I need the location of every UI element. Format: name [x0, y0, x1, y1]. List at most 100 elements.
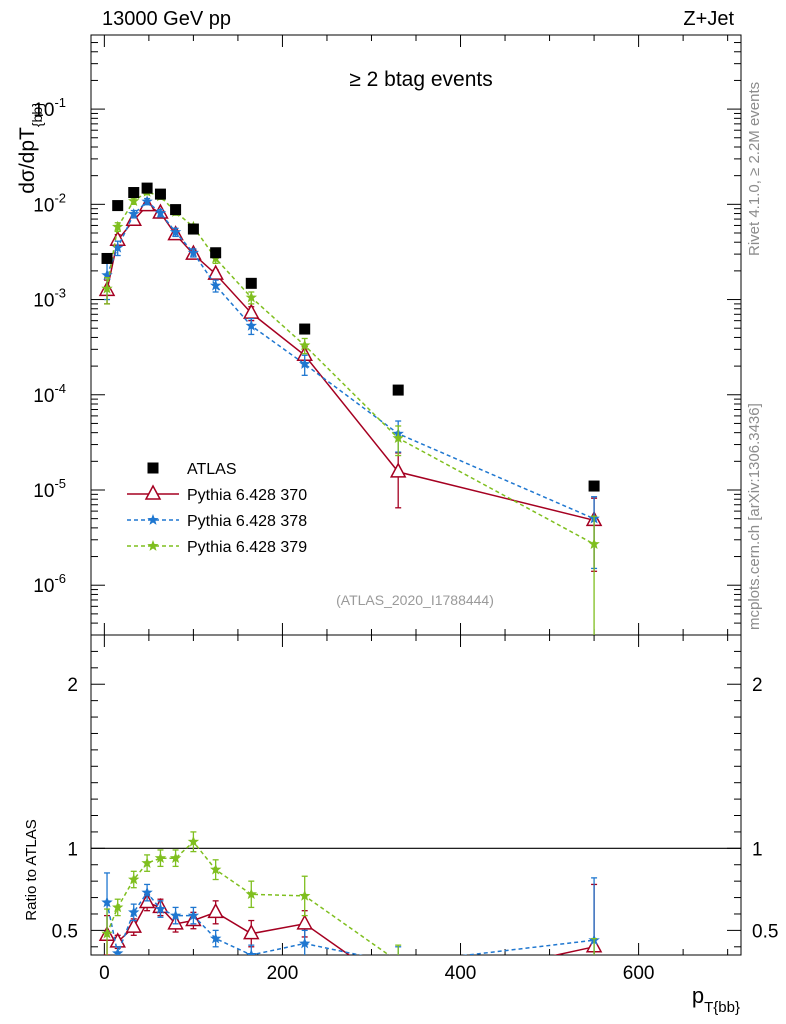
- data-point-pythia-6-428-379: [245, 291, 257, 303]
- ratio-tick-label: 0.5: [52, 921, 78, 942]
- y-tick-label: 10-4: [33, 381, 66, 407]
- ratio-point-pythia-6-428-370: [243, 924, 260, 940]
- data-point-pythia-6-428-378: [210, 279, 222, 291]
- data-point-pythia-6-428-379: [299, 339, 311, 351]
- ratio-line-pythia-6-428-379: [106, 840, 391, 955]
- ratio-tick-label-right: 2: [752, 675, 763, 696]
- data-point-pythia-6-428-379: [392, 432, 404, 443]
- ratio-tick-label: 2: [67, 675, 78, 696]
- ratio-point-pythia-6-428-379: [393, 956, 404, 967]
- ratio-line-pythia-6-428-378: [106, 891, 595, 955]
- data-point-atlas: [141, 182, 153, 194]
- ratio-point-pythia-6-428-379: [245, 888, 257, 900]
- axis-ticks: [91, 35, 741, 955]
- ratio-point-pythia-6-428-379: [112, 901, 124, 913]
- data-point-atlas: [154, 188, 166, 200]
- analysis-tag: (ATLAS_2020_I1788444): [336, 592, 494, 608]
- data-point-pythia-6-428-379: [101, 282, 113, 294]
- ratio-point-pythia-6-428-379: [154, 852, 167, 863]
- data-point-pythia-6-428-378: [112, 241, 124, 253]
- data-point-atlas: [187, 223, 199, 235]
- ratio-point-pythia-6-428-378: [299, 937, 311, 949]
- legend-marker-atlas: [147, 462, 159, 474]
- ratio-point-pythia-6-428-378: [245, 949, 257, 955]
- ratio-point-pythia-6-428-370: [391, 981, 405, 994]
- legend-marker-pythia-6-428-379: [147, 540, 159, 551]
- energy-label: 13000 GeV pp: [102, 8, 231, 30]
- series-line-pythia-6-428-379: [106, 191, 595, 545]
- ratio-tick-label-right: 1: [752, 839, 763, 860]
- ratio-point-pythia-6-428-379: [588, 965, 599, 976]
- ratio-point-pythia-6-428-379: [101, 927, 113, 939]
- ratio-point-pythia-6-428-378: [187, 909, 200, 921]
- process-label: Z+Jet: [683, 8, 734, 30]
- legend-label-pythia-6-428-379: Pythia 6.428 379: [187, 539, 307, 556]
- x-tick-label: 600: [623, 963, 655, 984]
- ratio-point-pythia-6-428-378: [128, 906, 140, 918]
- data-point-pythia-6-428-378: [169, 226, 182, 237]
- legend-marker-pythia-6-428-370: [144, 484, 162, 500]
- ratio-point-pythia-6-428-378: [112, 947, 124, 955]
- data-point-pythia-6-428-378: [101, 269, 113, 281]
- data-point-pythia-6-428-379: [112, 220, 124, 232]
- rivet-version-label: Rivet 4.1.0, ≥ 2.2M events: [746, 81, 763, 256]
- ratio-point-pythia-6-428-379: [128, 873, 140, 885]
- data-point-atlas: [210, 247, 222, 259]
- data-point-atlas: [101, 252, 113, 264]
- chart-title: ≥ 2 btag events: [349, 68, 492, 91]
- data-point-atlas: [112, 200, 124, 212]
- data-point-atlas: [245, 277, 257, 289]
- ratio-point-pythia-6-428-378: [210, 932, 222, 944]
- y-tick-label: 10-3: [33, 286, 66, 312]
- ratio-point-pythia-6-428-378: [154, 903, 167, 914]
- legend-label-pythia-6-428-370: Pythia 6.428 370: [187, 487, 307, 504]
- data-point-pythia-6-428-379: [128, 195, 140, 206]
- ratio-tick-label: 1: [67, 839, 78, 860]
- ratio-point-pythia-6-428-370: [296, 914, 313, 930]
- x-tick-label: 0: [99, 963, 110, 984]
- ratio-tick-label-right: 0.5: [752, 921, 778, 942]
- ratio-y-axis-label: Ratio to ATLAS: [23, 819, 40, 920]
- main-series: [98, 182, 603, 635]
- ratio-series: [91, 831, 741, 994]
- data-point-pythia-6-428-378: [154, 207, 167, 218]
- ratio-point-pythia-6-428-379: [210, 863, 222, 875]
- series-line-pythia-6-428-378: [106, 200, 595, 520]
- data-point-pythia-6-428-378: [245, 319, 257, 331]
- ratio-point-pythia-6-428-379: [299, 889, 311, 901]
- ratio-point-pythia-6-428-378: [169, 909, 182, 921]
- data-point-pythia-6-428-378: [128, 208, 140, 219]
- legend-label-pythia-6-428-378: Pythia 6.428 378: [187, 513, 307, 530]
- data-point-pythia-6-428-370: [207, 264, 224, 280]
- ratio-point-pythia-6-428-378: [393, 957, 404, 968]
- x-tick-label: 200: [267, 963, 299, 984]
- data-point-atlas: [588, 480, 600, 492]
- ratio-point-pythia-6-428-378: [101, 896, 113, 908]
- data-point-pythia-6-428-378: [141, 195, 153, 207]
- y-tick-label: 10-6: [33, 571, 66, 597]
- x-tick-label: 400: [445, 963, 477, 984]
- x-axis-label: pT{bb}: [692, 983, 740, 1016]
- series-line-pythia-6-428-370: [106, 204, 595, 522]
- data-point-atlas: [392, 384, 404, 396]
- ratio-point-pythia-6-428-378: [141, 886, 153, 898]
- legend: ATLAS Pythia 6.428 370 Pythia 6.428 378 Pyt…: [127, 461, 307, 556]
- ratio-point-pythia-6-428-379: [141, 857, 153, 868]
- legend-label-atlas: ATLAS: [187, 461, 237, 478]
- ratio-point-pythia-6-428-379: [169, 852, 182, 863]
- source-label: mcplots.cern.ch [arXiv:1306.3436]: [746, 403, 763, 630]
- data-point-pythia-6-428-379: [588, 538, 600, 549]
- ratio-point-pythia-6-428-379: [187, 835, 200, 847]
- data-point-atlas: [128, 187, 140, 199]
- data-point-atlas: [299, 323, 311, 335]
- data-point-pythia-6-428-378: [299, 358, 311, 369]
- y-axis-label: dσ/dpT{bb}: [16, 102, 45, 194]
- y-tick-label: 10-5: [33, 476, 66, 502]
- data-point-pythia-6-428-378: [187, 246, 200, 258]
- ratio-point-pythia-6-428-370: [125, 917, 142, 933]
- legend-marker-pythia-6-428-378: [147, 514, 159, 525]
- ratio-point-pythia-6-428-370: [207, 902, 224, 919]
- data-point-atlas: [170, 204, 182, 216]
- ratio-panel-frame: [90, 634, 742, 956]
